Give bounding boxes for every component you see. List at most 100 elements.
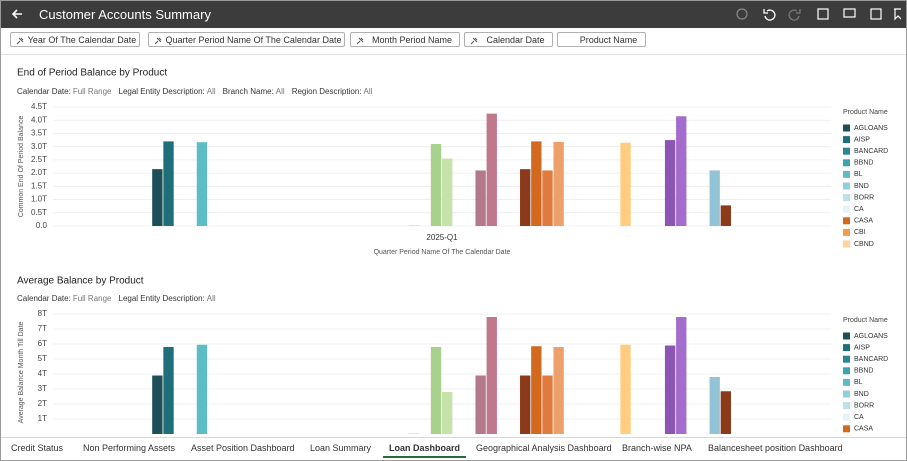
filter-bar: Year Of The Calendar Date Quarter Period … (1, 31, 906, 53)
bar (664, 345, 676, 434)
chart: Average Balance by Product Calendar Date:… (17, 276, 888, 434)
bar (475, 170, 486, 226)
filter-chip[interactable]: Product Name (557, 32, 646, 47)
y-tick-label: 2.0T (31, 168, 47, 177)
legend-label: BORR (854, 194, 874, 201)
legend-label: AISP (854, 344, 870, 351)
bar (620, 344, 631, 434)
bar (620, 142, 631, 226)
y-tick-label: 8T (38, 309, 47, 318)
bar (442, 392, 453, 434)
legend-label: AGLOANS (854, 333, 888, 340)
x-axis-label: Quarter Period Name Of The Calendar Date (374, 249, 511, 256)
legend-swatch (843, 332, 850, 340)
bar (664, 140, 676, 226)
legend-swatch (843, 413, 850, 421)
bar (486, 113, 497, 226)
filter-chip[interactable]: Calendar Date (464, 32, 553, 47)
bar (152, 375, 163, 434)
chip-label: Product Name (579, 35, 638, 45)
filter-chip[interactable]: Month Period Name (350, 32, 460, 47)
filter-label: Legal Entity Description: (119, 87, 205, 96)
y-tick-label: 0.5T (31, 208, 47, 217)
bar (163, 141, 174, 226)
legend-label: BBND (854, 368, 873, 375)
tab[interactable]: Geographical Analysis Dashboard (476, 443, 612, 453)
filter-label: Branch Name: (223, 87, 274, 96)
chart-title: End of Period Balance by Product (17, 68, 167, 79)
bar (430, 144, 442, 226)
bar (163, 347, 174, 434)
bar (709, 170, 720, 226)
legend-label: BL (854, 171, 863, 178)
legend-swatch (843, 367, 850, 375)
legend-swatch (843, 136, 850, 144)
y-tick-label: 3.5T (31, 129, 47, 138)
tab[interactable]: Loan Dashboard (383, 443, 467, 458)
y-tick-label: 1T (38, 414, 47, 423)
bar (486, 317, 497, 434)
bar (475, 375, 486, 434)
legend-label: CASA (854, 218, 873, 225)
bar (196, 142, 208, 226)
legend-label: CA (854, 206, 864, 213)
separator (1, 54, 906, 55)
legend-label: CASA (854, 426, 873, 433)
legend-swatch (843, 228, 850, 236)
legend-swatch (843, 402, 850, 410)
back-button[interactable] (10, 7, 24, 21)
filter-value: All (207, 87, 216, 96)
legend-swatch (843, 147, 850, 155)
tab[interactable]: Balancesheet position Dashboard (708, 443, 843, 453)
legend-swatch (843, 240, 850, 248)
legend-swatch (843, 159, 850, 167)
legend-label: BL (854, 379, 863, 386)
legend-swatch (843, 170, 850, 178)
chip-label: Month Period Name (371, 35, 453, 45)
tab[interactable]: Loan Summary (310, 443, 372, 453)
chip-label: Year Of The Calendar Date (27, 35, 137, 45)
legend-label: BANCARD (854, 148, 888, 155)
y-tick-label: 4T (38, 369, 47, 378)
bar (720, 205, 732, 226)
chip-label: Calendar Date (486, 35, 545, 45)
tab[interactable]: Asset Position Dashboard (191, 443, 295, 453)
tab[interactable]: Branch-wise NPA (622, 443, 692, 453)
legend: AGLOANS AISP BANCARD BBND BL BND BORR CA CASA (843, 332, 888, 433)
y-tick-label: 2T (38, 399, 47, 408)
bar (520, 375, 531, 434)
filter-value: Full Range (73, 294, 112, 303)
filter-chip[interactable]: Year Of The Calendar Date (10, 32, 140, 47)
bar (408, 225, 419, 226)
bar (676, 116, 687, 226)
bar (542, 170, 553, 226)
legend-swatch (843, 425, 850, 433)
legend-label: BBND (854, 160, 873, 167)
y-tick-label: 1.0T (31, 195, 47, 204)
legend-label: AGLOANS (854, 125, 888, 132)
filter-label: Calendar Date: (17, 294, 71, 303)
y-tick-label: 3T (38, 384, 47, 393)
filter-chip[interactable]: Quarter Period Name Of The Calendar Date (148, 32, 345, 47)
toolbar-icons[interactable] (731, 6, 901, 22)
y-tick-label: 4.5T (31, 102, 47, 111)
legend-swatch (843, 217, 850, 225)
header-bar: Customer Accounts Summary (1, 1, 906, 28)
y-tick-label: 4.0T (31, 115, 47, 124)
legend-swatch (843, 182, 850, 190)
bar (553, 141, 564, 226)
y-axis-label: Average Balance Month Till Date (18, 321, 25, 423)
bar (430, 347, 442, 434)
x-tick-label: 2025-Q1 (426, 233, 458, 242)
pin-icon (16, 37, 24, 45)
legend-label: BND (854, 183, 869, 190)
tab[interactable]: Credit Status (11, 443, 64, 453)
bar (676, 317, 687, 434)
chart: End of Period Balance by Product Calendar… (17, 68, 888, 256)
filter-label: Legal Entity Description: (119, 294, 205, 303)
tab[interactable]: Non Performing Assets (83, 443, 176, 453)
legend-swatch (843, 344, 850, 352)
bar (442, 158, 453, 226)
